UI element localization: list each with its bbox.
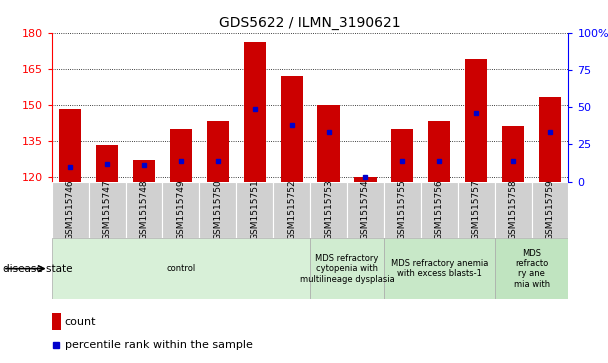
Bar — [59, 110, 81, 182]
Bar — [502, 126, 524, 182]
Text: GSM1515756: GSM1515756 — [435, 179, 444, 240]
Text: percentile rank within the sample: percentile rank within the sample — [64, 340, 252, 350]
Bar — [465, 59, 487, 182]
Title: GDS5622 / ILMN_3190621: GDS5622 / ILMN_3190621 — [219, 16, 401, 30]
Text: GSM1515759: GSM1515759 — [545, 179, 554, 240]
Text: GSM1515748: GSM1515748 — [139, 179, 148, 240]
Bar — [199, 182, 237, 238]
Bar — [52, 313, 61, 330]
Text: disease state: disease state — [3, 264, 72, 274]
Bar — [428, 122, 451, 182]
Bar — [458, 182, 495, 238]
Bar — [237, 182, 273, 238]
Bar — [317, 105, 340, 182]
Bar — [495, 182, 531, 238]
Text: GSM1515750: GSM1515750 — [213, 179, 223, 240]
Text: GSM1515752: GSM1515752 — [287, 179, 296, 240]
Text: MDS refractory
cytopenia with
multilineage dysplasia: MDS refractory cytopenia with multilinea… — [300, 254, 395, 284]
Text: GSM1515755: GSM1515755 — [398, 179, 407, 240]
Text: GSM1515747: GSM1515747 — [103, 179, 111, 240]
Bar — [531, 182, 568, 238]
Bar — [421, 182, 458, 238]
Bar — [162, 182, 199, 238]
Bar — [273, 182, 310, 238]
Text: GSM1515757: GSM1515757 — [472, 179, 481, 240]
Bar — [89, 182, 125, 238]
Bar — [207, 122, 229, 182]
Text: GSM1515749: GSM1515749 — [176, 179, 185, 240]
Text: GSM1515753: GSM1515753 — [324, 179, 333, 240]
Bar — [539, 98, 561, 182]
Text: MDS refractory anemia
with excess blasts-1: MDS refractory anemia with excess blasts… — [390, 259, 488, 278]
Bar — [133, 160, 155, 182]
Text: MDS
refracto
ry ane
mia with: MDS refracto ry ane mia with — [514, 249, 550, 289]
Bar — [392, 129, 413, 182]
Bar — [52, 238, 310, 299]
Text: GSM1515758: GSM1515758 — [509, 179, 517, 240]
Bar — [495, 238, 568, 299]
Bar — [96, 146, 118, 182]
Bar — [244, 42, 266, 182]
Text: control: control — [166, 264, 196, 273]
Bar — [384, 238, 495, 299]
Bar — [384, 182, 421, 238]
Bar — [347, 182, 384, 238]
Bar — [170, 129, 192, 182]
Text: count: count — [64, 317, 96, 327]
Bar — [52, 182, 89, 238]
Text: GSM1515754: GSM1515754 — [361, 179, 370, 240]
Bar — [310, 182, 347, 238]
Text: GSM1515746: GSM1515746 — [66, 179, 75, 240]
Bar — [354, 177, 376, 182]
Bar — [125, 182, 162, 238]
Text: GSM1515751: GSM1515751 — [250, 179, 259, 240]
Bar — [280, 76, 303, 182]
Bar — [310, 238, 384, 299]
